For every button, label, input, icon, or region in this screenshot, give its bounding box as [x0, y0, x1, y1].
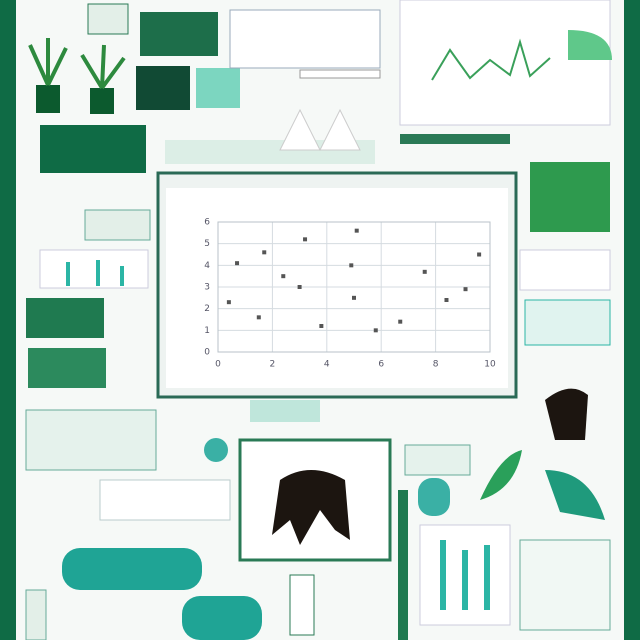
- point: [281, 274, 286, 279]
- x-tick-label: 4: [324, 360, 330, 370]
- x-tick-label: 10: [484, 360, 496, 370]
- plot-border: [217, 221, 491, 353]
- scatter-plot: 0 1 2 3 4 5 6 0 2 4 6 8 10: [204, 218, 496, 370]
- x-tick-label: 8: [433, 360, 439, 370]
- point: [373, 328, 378, 333]
- x-tick-label: 2: [270, 360, 276, 370]
- point: [319, 324, 324, 328]
- decor: [25, 0, 612, 641]
- point: [349, 263, 354, 268]
- point: [477, 252, 482, 257]
- y-tick-label: 2: [204, 304, 210, 314]
- x-tick-label: 0: [215, 360, 221, 370]
- y-tick-label: 3: [204, 283, 210, 293]
- y-tick-label: 6: [204, 218, 210, 228]
- point: [256, 315, 261, 320]
- point: [463, 287, 468, 292]
- point: [422, 269, 427, 274]
- x-tick-label: 6: [378, 360, 384, 370]
- y-tick-label: 5: [204, 239, 210, 249]
- point: [226, 300, 231, 305]
- point: [262, 250, 267, 255]
- point: [354, 228, 359, 233]
- point: [297, 285, 302, 289]
- point: [303, 237, 308, 242]
- point: [352, 295, 356, 300]
- point: [398, 319, 403, 324]
- y-tick-label: 1: [204, 326, 210, 336]
- y-tick-label: 4: [204, 261, 210, 271]
- plot-background: [166, 188, 508, 388]
- y-tick-label: 0: [204, 348, 210, 358]
- point: [444, 298, 449, 302]
- point: [235, 261, 240, 266]
